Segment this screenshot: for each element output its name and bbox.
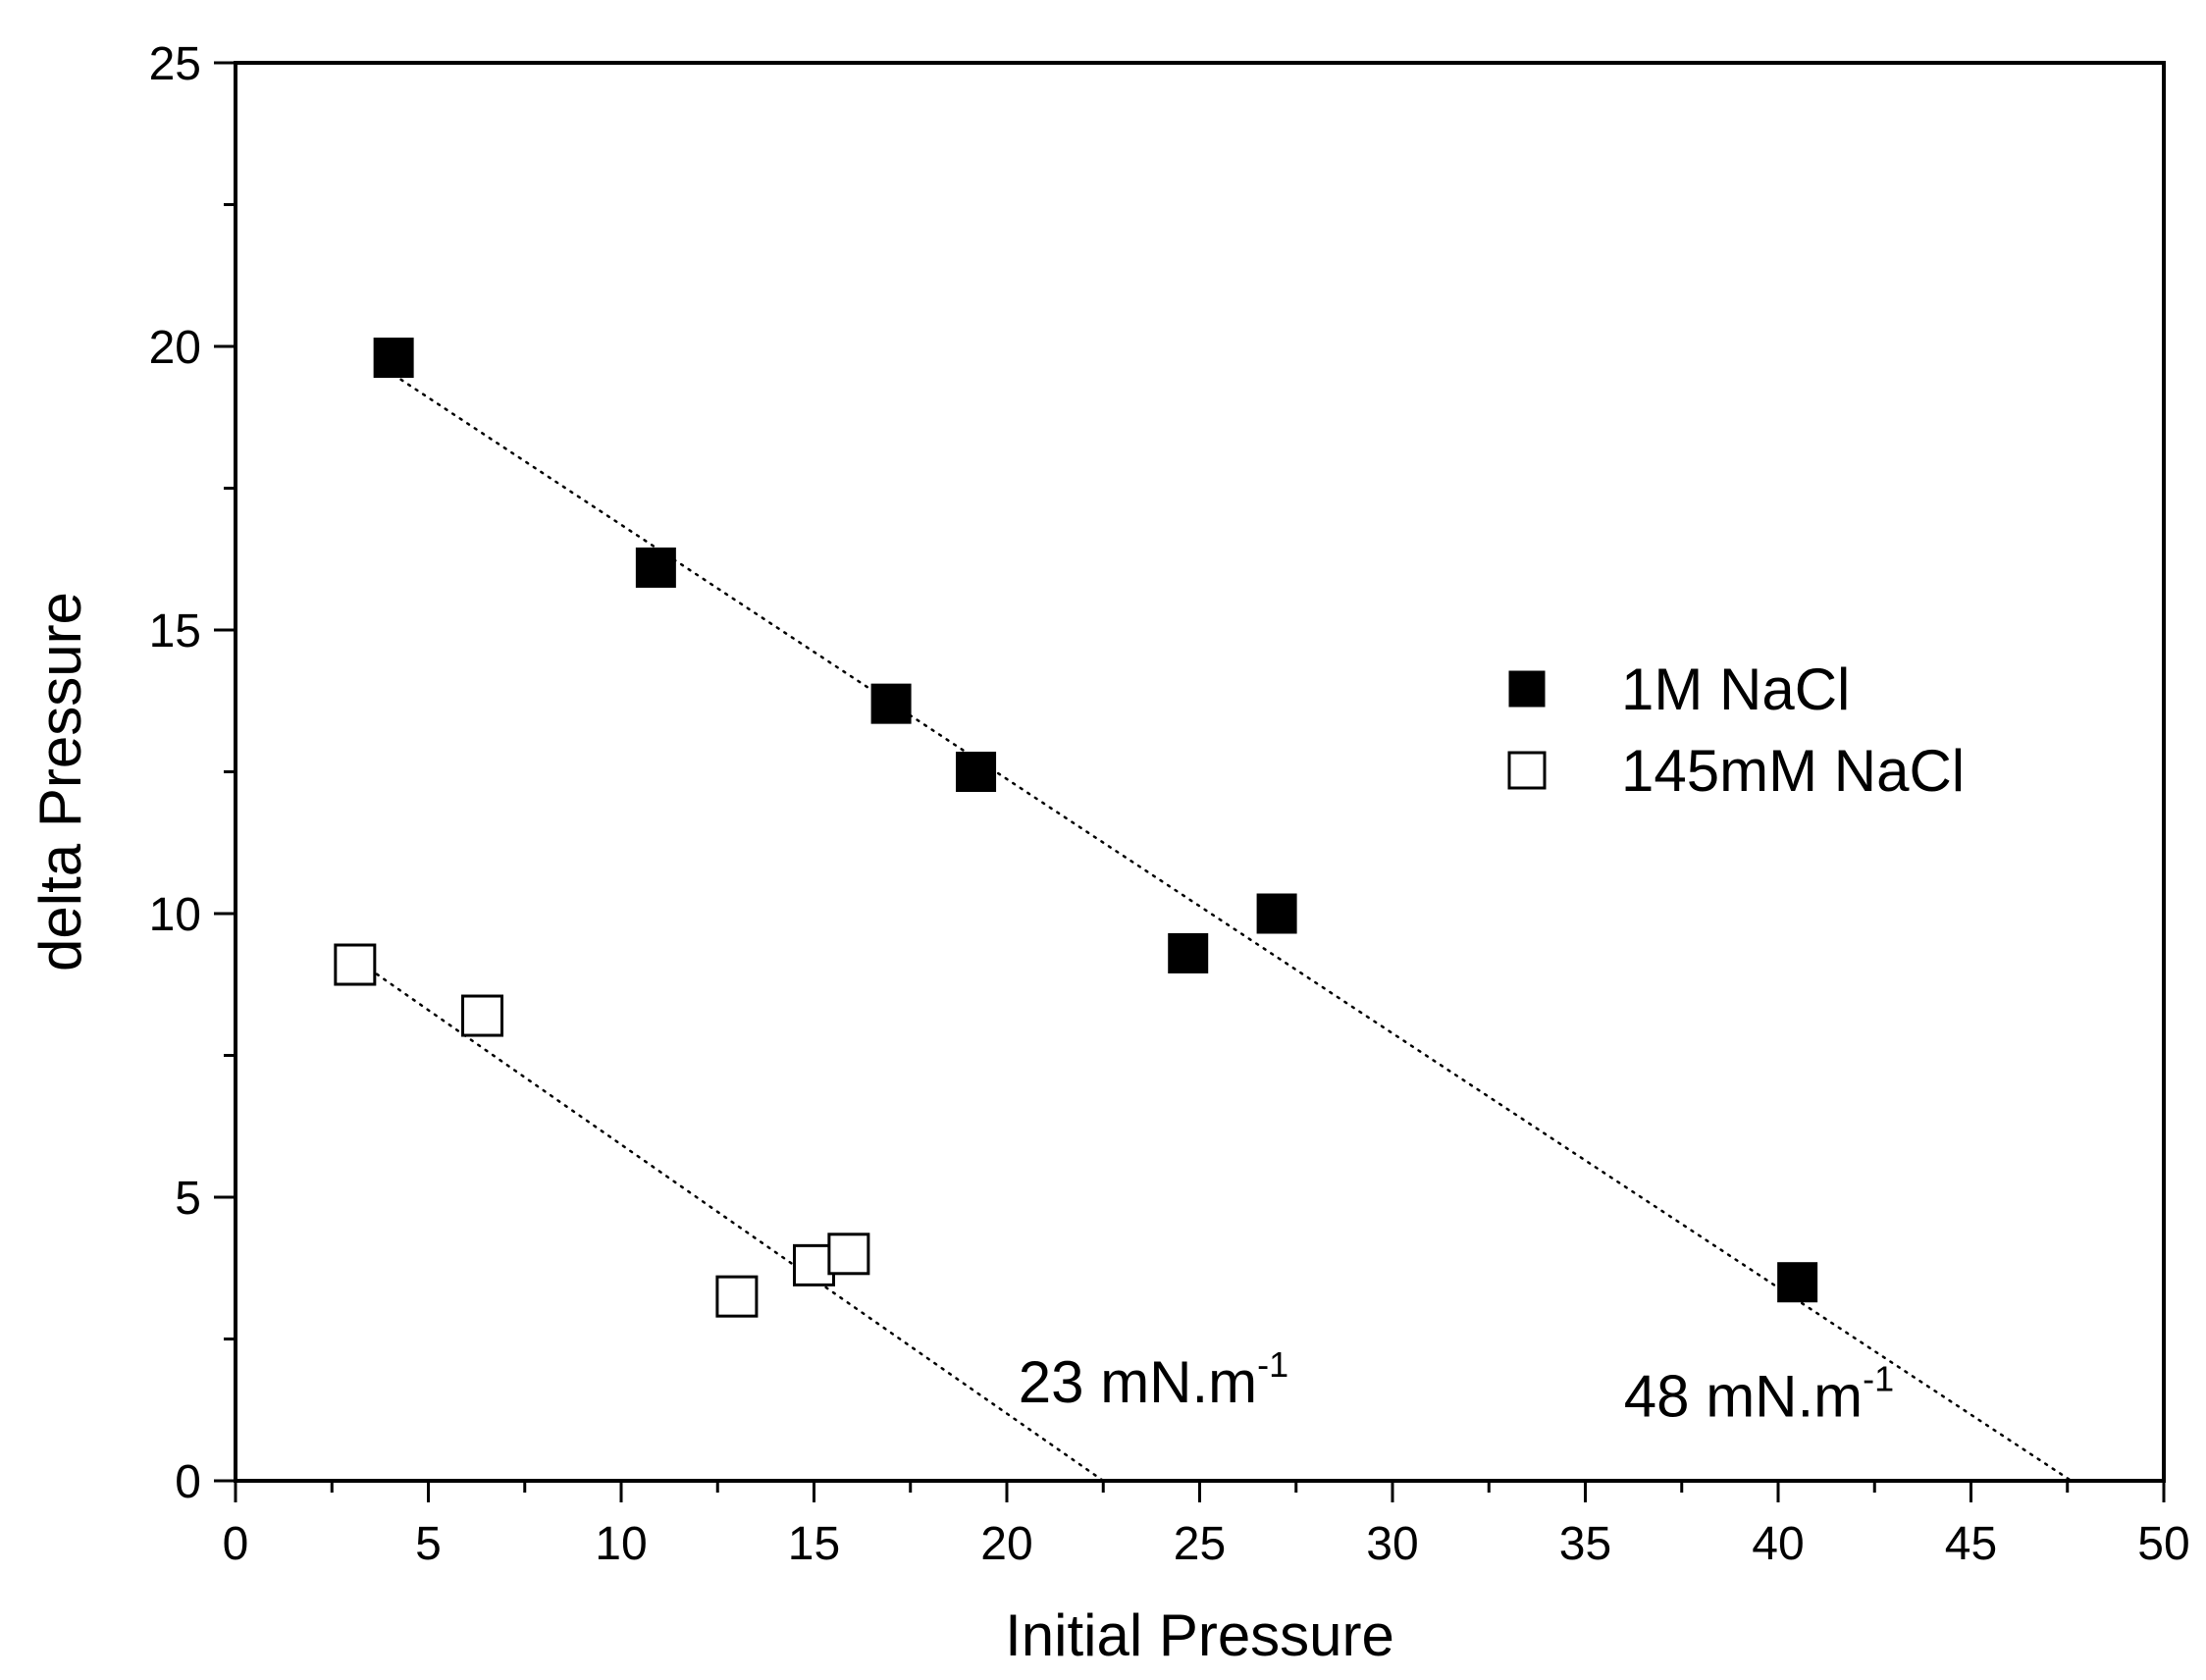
fit-line-145mm-nacl	[353, 957, 1105, 1483]
annotation-23-mn-per-m: 23 mN.m-1	[1019, 1344, 1288, 1415]
x-tick-label: 50	[2137, 1518, 2189, 1570]
x-tick-label: 10	[595, 1518, 647, 1570]
point-145mm-nacl	[334, 943, 377, 986]
point-1m-nacl	[1168, 932, 1209, 973]
data-markers	[334, 338, 1818, 1318]
x-tick-label: 5	[415, 1518, 442, 1570]
point-1m-nacl	[373, 338, 414, 379]
x-tick-label: 20	[980, 1518, 1032, 1570]
point-145mm-nacl	[827, 1233, 870, 1276]
legend-marker-1m-nacl	[1508, 670, 1546, 708]
y-axis-ticks: 0 5 10 15 20 25	[149, 38, 236, 1508]
legend: 1M NaCl 145mM NaCl	[1507, 656, 1965, 804]
x-tick-label: 45	[1945, 1518, 1997, 1570]
point-1m-nacl	[1777, 1262, 1818, 1303]
point-1m-nacl	[956, 752, 997, 792]
legend-label-1m-nacl: 1M NaCl	[1621, 656, 1850, 722]
x-axis-title: Initial Pressure	[1005, 1602, 1394, 1668]
point-145mm-nacl	[461, 994, 504, 1037]
annotation-23-text: 23 mN.m	[1019, 1349, 1257, 1415]
annotation-48-mn-per-m: 48 mN.m-1	[1624, 1358, 1894, 1429]
fit-line-1m-nacl	[392, 373, 2073, 1483]
x-tick-label: 30	[1366, 1518, 1418, 1570]
x-tick-label: 35	[1559, 1518, 1611, 1570]
y-axis-title: delta Pressure	[27, 592, 93, 971]
legend-marker-145mm-nacl	[1507, 751, 1547, 790]
annotation-23-superscript: -1	[1257, 1344, 1288, 1385]
x-tick-label: 40	[1752, 1518, 1804, 1570]
legend-label-145mm-nacl: 145mM NaCl	[1621, 738, 1965, 804]
x-tick-label: 0	[223, 1518, 249, 1570]
y-tick-label: 0	[175, 1456, 201, 1508]
plot-frame	[234, 61, 2166, 1483]
y-tick-label: 5	[175, 1173, 201, 1225]
y-tick-label: 15	[149, 605, 201, 657]
annotation-48-superscript: -1	[1863, 1358, 1894, 1398]
x-tick-label: 25	[1174, 1518, 1226, 1570]
x-tick-label: 15	[788, 1518, 840, 1570]
y-tick-label: 10	[149, 889, 201, 941]
point-145mm-nacl	[715, 1275, 759, 1318]
point-1m-nacl	[1256, 893, 1297, 934]
y-tick-label: 25	[149, 38, 201, 90]
fit-lines	[353, 373, 2073, 1483]
point-1m-nacl	[635, 547, 676, 588]
point-1m-nacl	[870, 683, 912, 724]
x-axis-ticks: 0 5 10 15 20 25 30 35 40 45 50	[223, 1481, 2190, 1570]
y-tick-label: 20	[149, 322, 201, 374]
annotation-48-text: 48 mN.m	[1624, 1363, 1863, 1429]
